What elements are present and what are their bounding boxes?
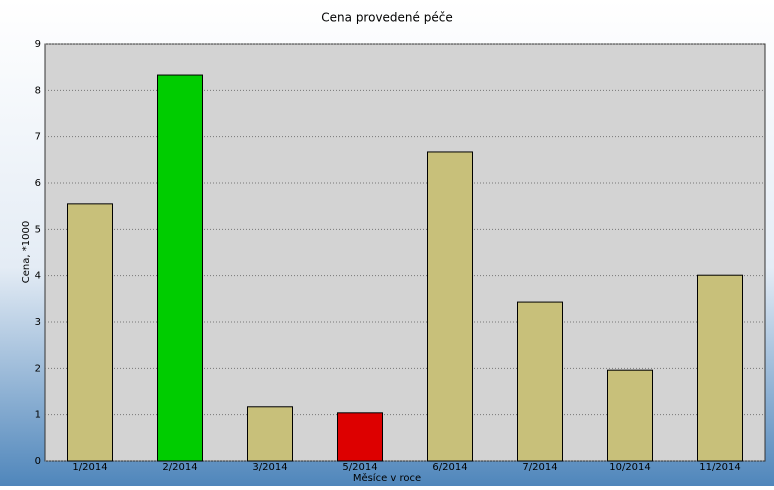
- y-tick-label: 2: [35, 363, 41, 374]
- bar: [607, 369, 653, 462]
- y-tick-label: 1: [35, 410, 41, 421]
- y-tick-label: 8: [35, 85, 41, 96]
- y-tick-label: 3: [35, 317, 41, 328]
- x-tick-label: 1/2014: [72, 462, 107, 473]
- x-tick-label: 7/2014: [522, 462, 557, 473]
- x-tick-label: 11/2014: [699, 462, 741, 473]
- x-tick-label: 2/2014: [162, 462, 197, 473]
- bar: [427, 151, 473, 462]
- y-axis-label: Cena, *1000: [21, 221, 32, 283]
- bar: [697, 274, 743, 462]
- x-tick-label: 10/2014: [609, 462, 651, 473]
- bar: [67, 203, 113, 462]
- y-tick-label: 9: [35, 39, 41, 50]
- bar: [247, 406, 293, 462]
- bar: [157, 74, 203, 462]
- y-tick-label: 4: [35, 271, 41, 282]
- bar: [517, 301, 563, 462]
- y-tick-label: 5: [35, 224, 41, 235]
- x-tick-label: 6/2014: [432, 462, 467, 473]
- y-tick-label: 7: [35, 132, 41, 143]
- y-tick-label: 0: [35, 456, 41, 467]
- y-tick-label: 6: [35, 178, 41, 189]
- x-axis-label: Měsíce v roce: [353, 472, 421, 484]
- plot-area: [44, 43, 766, 462]
- x-tick-label: 5/2014: [342, 462, 377, 473]
- x-tick-label: 3/2014: [252, 462, 287, 473]
- bar: [337, 412, 383, 462]
- chart-title: Cena provedené péče: [321, 11, 452, 25]
